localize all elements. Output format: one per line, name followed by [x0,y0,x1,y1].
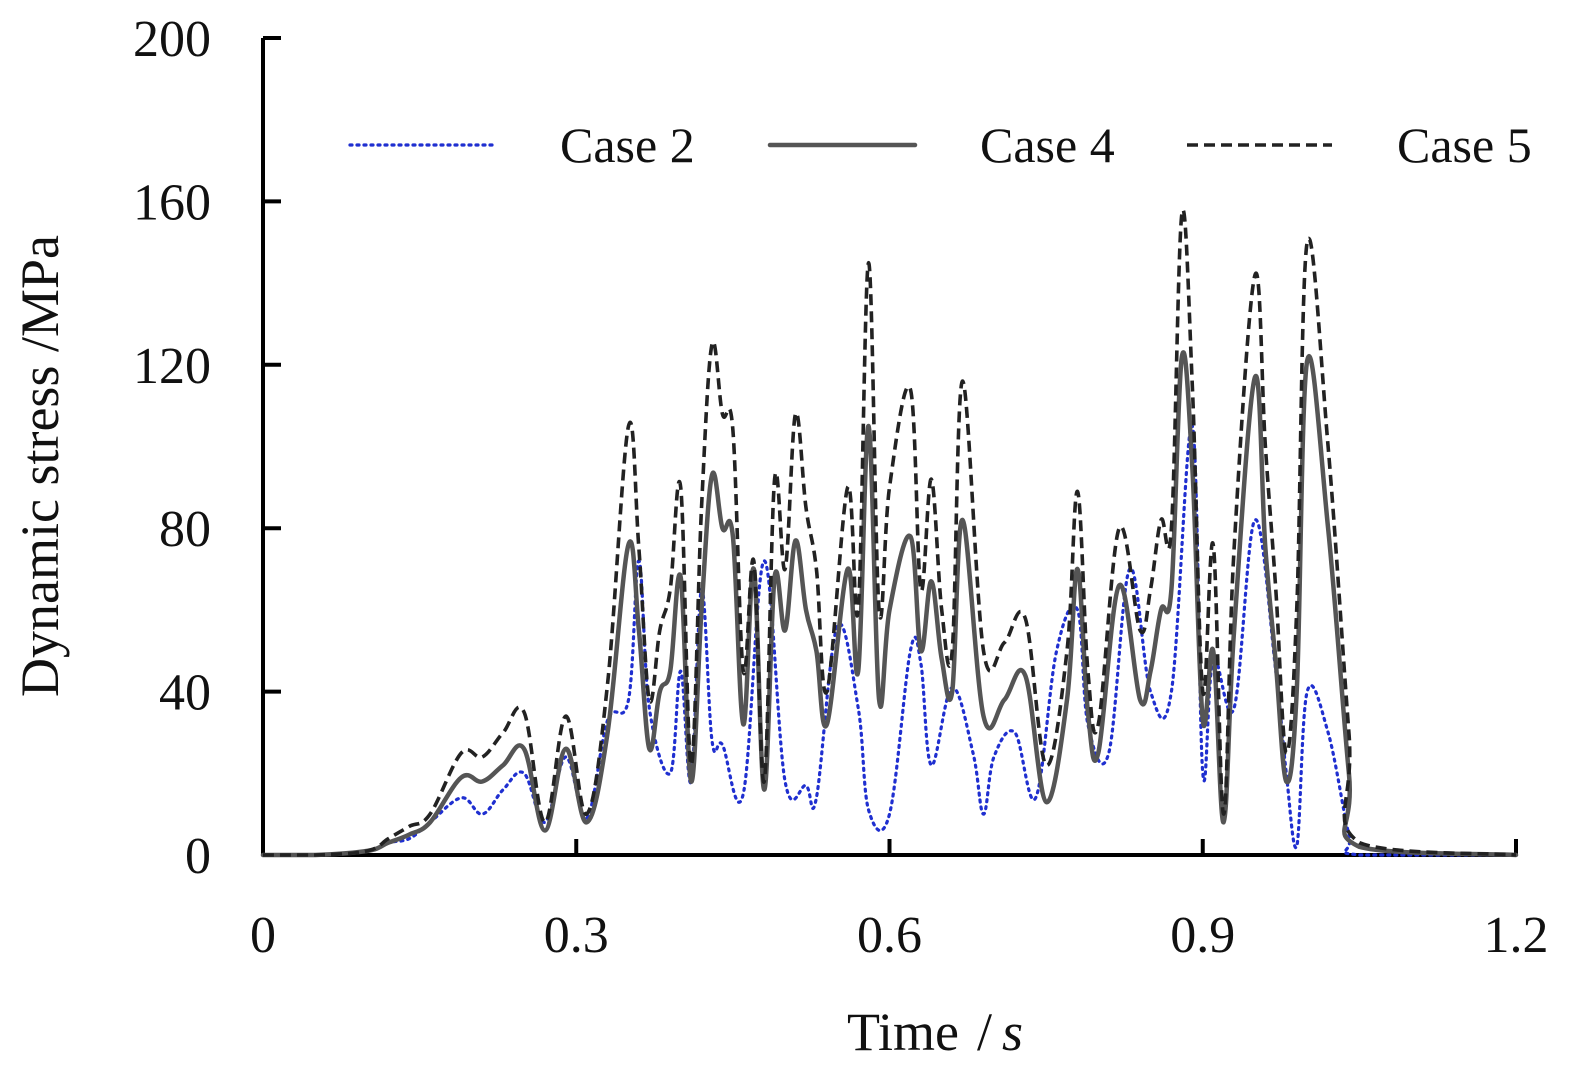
x-tick-label: 1.2 [1484,907,1549,964]
y-tick-label: 160 [133,174,211,231]
x-axis-title: Time / s [847,1002,1023,1062]
x-tick-label: 0.3 [544,907,609,964]
y-ticks: 0 40 80 120 160 200 [133,11,281,885]
y-tick-label: 80 [159,501,211,558]
x-axis-title-separator: / [977,1002,992,1062]
legend-label: Case 2 [560,117,695,173]
series-layer [260,208,1519,858]
legend-label: Case 4 [980,117,1115,173]
y-axis: 0 40 80 120 160 200 Dynamic stress /MPa [10,11,281,885]
y-tick-label: 0 [185,828,211,885]
x-axis-title-unit: s [1002,1002,1023,1062]
series-line-case-5 [263,208,1517,857]
y-tick-label: 200 [133,11,211,68]
series-line-case-4 [260,350,1519,858]
y-tick-label: 40 [159,665,211,722]
legend: Case 2 Case 4 Case 5 [348,117,1532,173]
x-axis: 0 0.3 0.6 0.9 1.2 Time / s [250,839,1549,1062]
x-tick-label: 0 [250,907,276,964]
x-tick-label: 0.6 [857,907,922,964]
x-tick-label: 0.9 [1170,907,1235,964]
y-axis-title: Dynamic stress /MPa [10,235,70,697]
legend-label: Case 5 [1397,117,1532,173]
y-tick-label: 120 [133,338,211,395]
x-axis-title-text: Time [847,1002,959,1062]
x-ticks: 0 0.3 0.6 0.9 1.2 [250,839,1549,964]
